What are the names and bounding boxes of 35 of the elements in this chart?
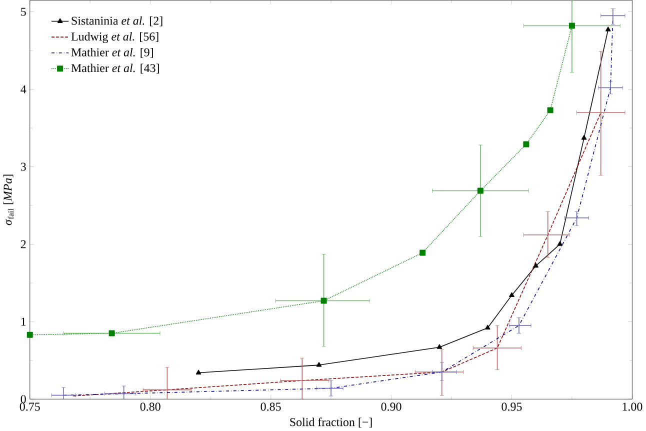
y-tick-label: 1 bbox=[21, 318, 26, 326]
legend-label: Mathier et al. [9] bbox=[71, 48, 153, 58]
y-tick-label: 0 bbox=[20, 395, 26, 404]
point bbox=[581, 135, 587, 140]
point bbox=[484, 324, 490, 330]
x-tick-label: 1.00 bbox=[622, 402, 642, 411]
point bbox=[320, 298, 327, 304]
point bbox=[26, 332, 33, 338]
point bbox=[316, 362, 322, 367]
point bbox=[477, 188, 484, 194]
x-tick-label: 0.80 bbox=[140, 402, 160, 411]
legend-label: Sistaninia et al. [2] bbox=[72, 16, 162, 26]
point bbox=[557, 241, 563, 246]
y-tick-label: 5 bbox=[21, 8, 26, 16]
line-series bbox=[72, 112, 602, 396]
point bbox=[196, 370, 202, 374]
point bbox=[605, 26, 611, 32]
point bbox=[420, 250, 426, 256]
legend-label: Ludwig et al. [56] bbox=[71, 32, 158, 44]
y-axis-title: σ$_{fail}$ [MPa] bbox=[3, 174, 14, 226]
x-tick-label: 0.90 bbox=[381, 402, 402, 411]
x-tick-label: 0.95 bbox=[502, 402, 522, 411]
point bbox=[509, 292, 514, 298]
y-tick-label: 3 bbox=[20, 162, 26, 171]
point bbox=[523, 141, 530, 148]
point bbox=[568, 22, 575, 29]
x-tick-label: 0.75 bbox=[20, 402, 40, 411]
point bbox=[533, 262, 538, 268]
y-tick-label: 2 bbox=[20, 240, 26, 248]
point bbox=[547, 107, 554, 114]
point bbox=[108, 330, 115, 336]
y-tick-label: 4 bbox=[20, 85, 26, 94]
legend-label: Mathier et al. [43] bbox=[71, 64, 159, 74]
x-tick-label: 0.85 bbox=[260, 402, 281, 411]
x-axis-title: Solid fraction [−] bbox=[290, 418, 372, 428]
